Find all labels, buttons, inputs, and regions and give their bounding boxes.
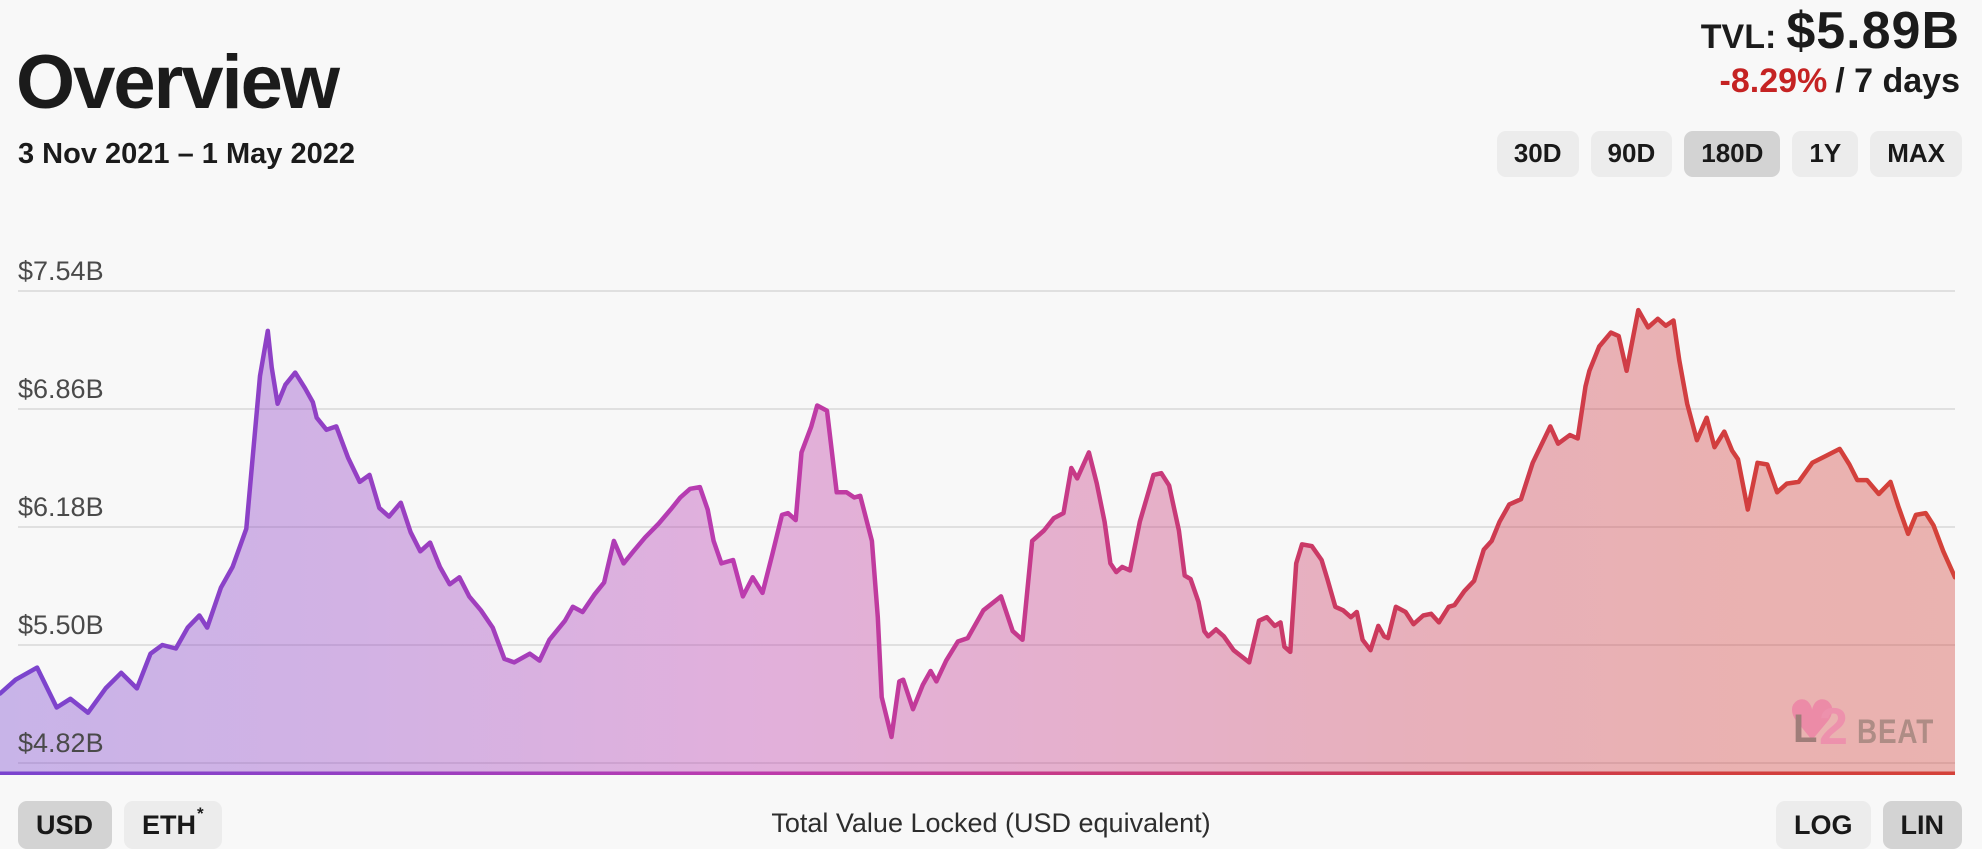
tvl-area-chart-canvas[interactable] — [0, 230, 1955, 775]
y-axis-label: $5.50B — [18, 610, 104, 640]
l2beat-watermark: ♥ L 2 BEAT — [1787, 689, 1939, 761]
watermark-digit-2: 2 — [1819, 698, 1848, 756]
currency-usd-label: USD — [36, 810, 94, 840]
range-button-90d[interactable]: 90D — [1590, 131, 1673, 177]
tvl-summary: TVL: $5.89B -8.29%/ 7 days — [1701, 2, 1960, 101]
scale-toggle-lin[interactable]: LIN — [1882, 801, 1962, 849]
watermark-beat: BEAT — [1857, 713, 1935, 751]
chart-footer: USD ETH * LOG LIN — [18, 801, 1962, 849]
y-axis-label: $4.82B — [18, 728, 104, 758]
currency-eth-asterisk: * — [197, 804, 204, 823]
y-axis-label: $6.86B — [18, 374, 104, 404]
range-button-max[interactable]: MAX — [1870, 131, 1962, 177]
chart-baseline — [0, 771, 1955, 775]
scale-toggle-log[interactable]: LOG — [1776, 801, 1871, 849]
currency-toggle-usd[interactable]: USD — [18, 801, 113, 849]
currency-toggle-group: USD ETH * — [18, 801, 222, 849]
chart-caption: Total Value Locked (USD equivalent) — [771, 808, 1211, 838]
tvl-label: TVL: — [1700, 18, 1777, 56]
tvl-value: $5.89B — [1786, 2, 1960, 60]
chart-toolbar: 3 Nov 2021 – 1 May 2022 30D 90D 180D 1Y … — [18, 130, 1962, 178]
tvl-area-fill — [0, 310, 1955, 773]
heart-icon: ♥ — [1787, 689, 1838, 754]
y-axis-label: $7.54B — [18, 256, 104, 286]
currency-toggle-eth[interactable]: ETH * — [124, 801, 222, 849]
range-button-180d[interactable]: 180D — [1684, 131, 1781, 177]
page-title: Overview — [16, 39, 340, 125]
range-button-30d[interactable]: 30D — [1496, 131, 1579, 177]
date-range: 3 Nov 2021 – 1 May 2022 — [18, 137, 355, 170]
range-button-group: 30D 90D 180D 1Y MAX — [1496, 131, 1962, 177]
watermark-letter-l: L — [1793, 707, 1818, 751]
range-button-1y[interactable]: 1Y — [1792, 131, 1859, 177]
tvl-change-percent: -8.29% — [1719, 61, 1828, 100]
tvl-chart[interactable]: $7.54B $6.86B $6.18B $5.50B $4.82B ♥ L 2… — [0, 230, 1955, 775]
y-axis-label: $6.18B — [18, 492, 104, 522]
tvl-line — [0, 307, 1955, 740]
scale-toggle-group: LOG LIN — [1776, 801, 1962, 849]
tvl-change-period: / 7 days — [1835, 61, 1960, 100]
currency-eth-label: ETH — [142, 810, 197, 840]
